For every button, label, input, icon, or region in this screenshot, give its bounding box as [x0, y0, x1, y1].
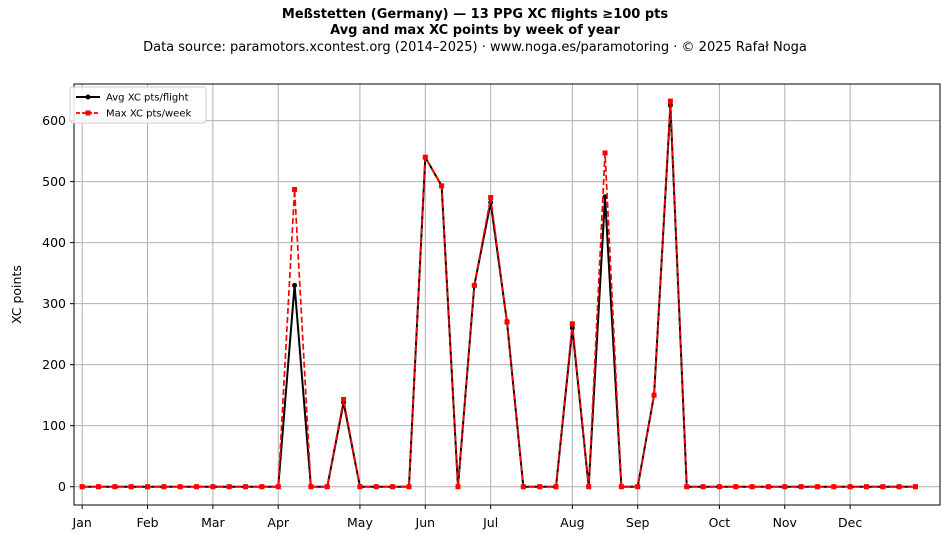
data-point [292, 282, 298, 288]
data-point [275, 484, 281, 490]
legend-marker [85, 110, 91, 116]
data-point [684, 484, 690, 490]
data-point [520, 484, 526, 490]
data-point [292, 187, 298, 193]
y-tick-label: 100 [42, 418, 66, 433]
data-point [259, 484, 265, 490]
data-point [210, 484, 216, 490]
data-point [863, 484, 869, 490]
y-tick-label: 0 [58, 479, 66, 494]
x-tick-label: Jun [415, 515, 436, 530]
data-point [226, 484, 232, 490]
data-point [390, 484, 396, 490]
data-point [341, 396, 347, 402]
data-point [406, 484, 412, 490]
data-point [880, 484, 886, 490]
data-point [177, 484, 183, 490]
x-tick-label: Feb [136, 515, 158, 530]
x-tick-label: Oct [709, 515, 731, 530]
data-point [439, 183, 445, 189]
data-point [896, 484, 902, 490]
y-tick-label: 500 [42, 174, 66, 189]
x-tick-label: Aug [560, 515, 584, 530]
data-point [618, 484, 624, 490]
data-point [782, 484, 788, 490]
series-max [79, 98, 918, 490]
data-point [455, 484, 461, 490]
data-point [194, 484, 200, 490]
data-point [733, 484, 739, 490]
chart-subtitle: Avg and max XC points by week of year [330, 23, 620, 38]
y-axis-label: XC points [9, 265, 24, 324]
legend: Avg XC pts/flight Max XC pts/week [69, 86, 207, 124]
data-point [471, 282, 477, 288]
data-point [308, 484, 314, 490]
chart-header: Meßstetten (Germany) — 13 PPG XC flights… [0, 7, 950, 56]
data-point [912, 484, 918, 490]
series-line [82, 104, 916, 488]
x-tick-label: May [347, 515, 373, 530]
data-point [831, 484, 837, 490]
x-tick-label: Dec [838, 515, 862, 530]
data-point [324, 484, 330, 490]
y-tick-label: 600 [42, 113, 66, 128]
x-tick-label: Apr [267, 515, 289, 530]
data-point [569, 321, 575, 327]
y-tick-label: 400 [42, 235, 66, 250]
data-point [847, 484, 853, 490]
axis-ticks: Jan Feb Mar Apr May Jun Jul Aug Sep Oct Nov Dec 0 100… [42, 113, 862, 530]
x-tick-label: Nov [773, 515, 798, 530]
data-point [79, 484, 85, 490]
data-point [161, 484, 167, 490]
series-line [82, 100, 916, 488]
data-point [422, 154, 428, 160]
grid-lines [74, 84, 940, 505]
legend-box [69, 86, 207, 124]
data-point [814, 484, 820, 490]
data-point [749, 484, 755, 490]
x-tick-label: Jul [482, 515, 498, 530]
y-tick-label: 200 [42, 357, 66, 372]
data-point [553, 484, 559, 490]
plot-frame [73, 83, 941, 506]
data-point [667, 98, 673, 104]
legend-marker [85, 94, 91, 100]
data-point [243, 484, 249, 490]
data-point [128, 484, 134, 490]
data-point [700, 484, 706, 490]
data-point [357, 484, 363, 490]
data-point [112, 484, 118, 490]
data-source-line: Data source: paramotors.xcontest.org (20… [143, 40, 807, 55]
data-point [586, 484, 592, 490]
series-avg [79, 102, 918, 490]
data-point [651, 392, 657, 398]
x-tick-label: Mar [201, 515, 225, 530]
data-point [602, 150, 608, 156]
data-point [96, 484, 102, 490]
y-tick-label: 300 [42, 296, 66, 311]
data-point [373, 484, 379, 490]
data-point [537, 484, 543, 490]
data-point [488, 194, 494, 200]
data-point [716, 484, 722, 490]
data-point [798, 484, 804, 490]
legend-label: Max XC pts/week [106, 109, 191, 120]
legend-label: Avg XC pts/flight [106, 93, 189, 104]
data-point [765, 484, 771, 490]
x-tick-label: Jan [72, 515, 92, 530]
data-point [635, 484, 641, 490]
x-tick-label: Sep [626, 515, 650, 530]
chart-title: Meßstetten (Germany) — 13 PPG XC flights… [281, 7, 669, 22]
data-point [504, 319, 510, 325]
data-point [145, 484, 151, 490]
